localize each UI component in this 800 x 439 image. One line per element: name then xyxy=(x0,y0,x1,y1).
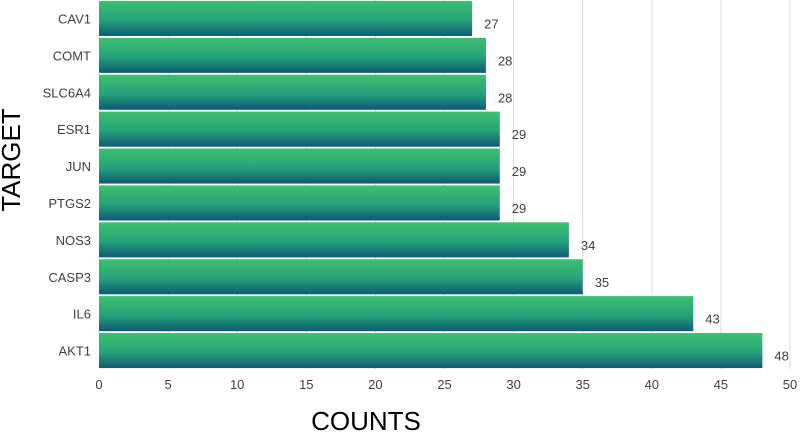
bar-il6 xyxy=(99,296,694,332)
x-tick-label: 50 xyxy=(783,377,797,392)
x-tick-label: 15 xyxy=(299,377,313,392)
bar-nos3 xyxy=(99,222,569,258)
y-tick-label: JUN xyxy=(66,159,91,174)
bar-jun xyxy=(99,148,500,184)
data-label: 29 xyxy=(512,164,526,179)
y-tick-label: SLC6A4 xyxy=(43,85,91,100)
bar-esr1 xyxy=(99,111,500,147)
data-label: 43 xyxy=(705,312,719,327)
data-label: 35 xyxy=(595,275,609,290)
bars xyxy=(99,0,763,369)
labels: 0 5 10 15 20 25 30 35 40 45 50 AKT1 48 IL6 43 CASP3 35 NO… xyxy=(43,11,798,392)
x-tick-label: 25 xyxy=(437,377,451,392)
bar-comt xyxy=(99,37,486,73)
x-tick-label: 10 xyxy=(230,377,244,392)
x-tick-label: 20 xyxy=(368,377,382,392)
data-label: 29 xyxy=(512,201,526,216)
data-label: 28 xyxy=(498,53,512,68)
data-label: 28 xyxy=(498,90,512,105)
y-tick-label: NOS3 xyxy=(56,233,91,248)
x-tick-label: 35 xyxy=(575,377,589,392)
bar-ptgs2 xyxy=(99,185,500,221)
x-tick-label: 5 xyxy=(164,377,171,392)
x-tick-label: 40 xyxy=(645,377,659,392)
y-tick-label: PTGS2 xyxy=(48,196,91,211)
x-tick-label: 45 xyxy=(714,377,728,392)
x-tick-label: 30 xyxy=(506,377,520,392)
data-label: 27 xyxy=(484,16,498,31)
y-tick-label: COMT xyxy=(53,48,91,63)
data-label: 29 xyxy=(512,127,526,142)
y-tick-label: ESR1 xyxy=(57,122,91,137)
x-axis-title: COUNTS xyxy=(311,406,421,436)
x-tick-label: 0 xyxy=(95,377,102,392)
bar-cav1 xyxy=(99,0,473,36)
data-label: 48 xyxy=(774,349,788,364)
y-axis-title: TARGET xyxy=(0,108,26,212)
bar-casp3 xyxy=(99,259,583,295)
y-tick-label: CASP3 xyxy=(48,270,91,285)
y-tick-label: AKT1 xyxy=(58,344,91,359)
y-tick-label: IL6 xyxy=(73,307,91,322)
data-label: 34 xyxy=(581,238,595,253)
bar-slc6a4 xyxy=(99,74,486,110)
y-tick-label: CAV1 xyxy=(58,11,91,26)
bar-akt1 xyxy=(99,333,763,369)
